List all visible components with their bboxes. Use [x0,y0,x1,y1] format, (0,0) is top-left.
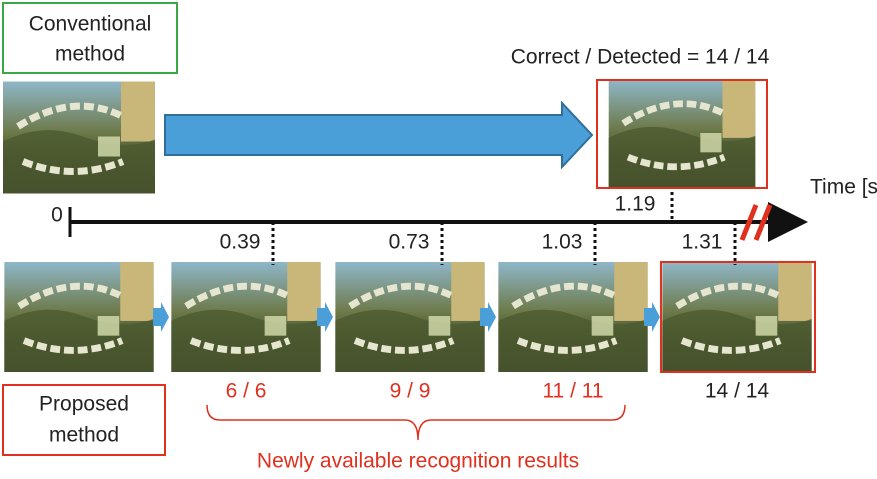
process-arrow [165,103,592,167]
step-image [335,262,484,372]
step-image [662,262,811,372]
step-image [171,262,320,372]
time: 0.39 [220,231,261,254]
input-image [4,262,153,372]
label: Conventional [29,13,152,36]
result-image [609,80,756,188]
result: 11 / 11 [542,380,603,403]
result: 9 / 9 [390,380,431,403]
step-arrow [153,302,169,332]
result: 6 / 6 [226,380,267,403]
brace-label: Newly available recognition results [257,450,579,473]
label: method [49,424,119,447]
brace [207,405,625,440]
time: 0.73 [389,231,430,254]
time: 1.19 [615,193,656,216]
step-image [498,262,647,372]
label: Proposed [39,393,129,416]
origin: 0 [51,204,63,227]
time: 1.31 [682,231,723,254]
diagram: Conventional method Correct / Detected =… [0,0,877,474]
label: method [55,43,125,66]
input-image [3,82,155,194]
axis-label: Time [s] [810,176,877,199]
result: 14 / 14 [705,380,770,403]
time: 1.03 [542,231,583,254]
summary: Correct / Detected = 14 / 14 [511,46,770,69]
